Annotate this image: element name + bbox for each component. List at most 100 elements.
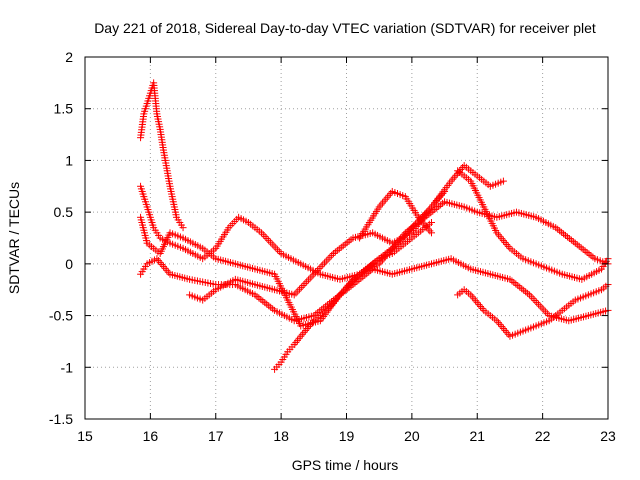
- data-point-interp: [494, 319, 502, 327]
- data-point-interp: [472, 297, 480, 305]
- data-point-interp: [380, 197, 388, 205]
- x-tick-label: 17: [208, 428, 224, 444]
- data-point-interp: [470, 295, 478, 303]
- x-tick-label: 19: [339, 428, 355, 444]
- y-tick-label: -0.5: [49, 308, 73, 324]
- tick-labels: 15 16 17 18 19 20 21 22 23 2 1.5 1 0.5 0 -0.5 -1 -1.5: [49, 49, 616, 444]
- data-point-interp: [155, 257, 163, 265]
- data-point-interp: [378, 199, 386, 207]
- y-tick-label: 1.5: [54, 101, 74, 117]
- x-tick-label: 21: [469, 428, 485, 444]
- data-point-interp: [377, 201, 385, 209]
- data-point-interp: [304, 276, 312, 284]
- data-point-interp: [503, 240, 511, 248]
- data-point-interp: [504, 242, 512, 250]
- x-tick-label: 22: [535, 428, 551, 444]
- y-tick-label: 2: [65, 49, 73, 65]
- data-point-interp: [299, 281, 307, 289]
- data-point-interp: [297, 283, 305, 291]
- data-point-interp: [275, 248, 283, 256]
- data-point-interp: [263, 234, 271, 242]
- series-sat-a: [137, 79, 187, 232]
- data-point-interp: [317, 263, 325, 271]
- data-point-interp: [259, 231, 267, 239]
- y-tick-label: 1: [65, 152, 73, 168]
- x-tick-label: 16: [143, 428, 159, 444]
- data-point: [499, 177, 507, 185]
- data-point-interp: [536, 302, 544, 310]
- data-point-interp: [437, 191, 445, 199]
- data-point-interp: [538, 304, 546, 312]
- data-point-interp: [303, 278, 311, 286]
- data-point-interp: [531, 297, 539, 305]
- data-point-interp: [270, 242, 278, 250]
- series-sat-e: [186, 187, 449, 304]
- axis-ticks: [84, 56, 609, 420]
- data-point-interp: [504, 330, 512, 338]
- x-tick-label: 23: [600, 428, 616, 444]
- data-point-interp: [158, 261, 166, 269]
- data-point-interp: [315, 265, 323, 273]
- series-sat-h: [454, 281, 612, 340]
- data-point-interp: [321, 259, 329, 267]
- data-point-interp: [301, 280, 309, 288]
- data-point-interp: [265, 236, 273, 244]
- data-point-interp: [383, 193, 391, 201]
- chart-title: Day 221 of 2018, Sidereal Day-to-day VTE…: [94, 20, 596, 36]
- data-point-interp: [496, 233, 504, 241]
- data-point-interp: [477, 303, 485, 311]
- data-point-interp: [319, 261, 327, 269]
- data-point: [179, 224, 187, 232]
- data-point-interp: [274, 246, 282, 254]
- data-point-interp: [499, 325, 507, 332]
- data-point-interp: [501, 326, 509, 334]
- data-point-interp: [308, 319, 316, 327]
- data-point-interp: [499, 237, 507, 245]
- data-point-interp: [306, 274, 314, 282]
- data-point: [427, 218, 435, 226]
- data-point-interp: [450, 173, 458, 181]
- data-point-interp: [498, 323, 506, 331]
- series-sat-c: [137, 162, 507, 330]
- data-point-interp: [436, 193, 444, 201]
- data-point-interp: [533, 298, 541, 306]
- data-point-interp: [529, 295, 537, 303]
- data-point-interp: [294, 287, 302, 295]
- data-point-interp: [382, 195, 390, 203]
- data-point-interp: [540, 306, 548, 314]
- data-point-interp: [298, 330, 306, 338]
- data-point-interp: [303, 325, 311, 332]
- x-axis-label: GPS time / hours: [292, 457, 399, 473]
- data-point-interp: [542, 308, 550, 316]
- data-point-interp: [296, 285, 304, 293]
- data-point-interp: [300, 328, 308, 336]
- y-tick-label: 0: [65, 256, 73, 272]
- data-point: [427, 229, 435, 237]
- data-point-interp: [326, 253, 334, 261]
- x-tick-label: 18: [273, 428, 289, 444]
- x-tick-label: 20: [404, 428, 420, 444]
- data-point-interp: [163, 266, 171, 274]
- data-point-interp: [261, 233, 269, 241]
- data-point-interp: [268, 240, 276, 248]
- data-point-interp: [527, 293, 535, 301]
- data-point-interp: [534, 300, 542, 308]
- data-point-interp: [322, 257, 330, 265]
- data-points: [137, 79, 612, 373]
- y-tick-label: 0.5: [54, 204, 74, 220]
- data-point-interp: [387, 189, 395, 197]
- data-point-interp: [272, 244, 280, 252]
- y-tick-label: -1: [61, 359, 74, 375]
- data-point-interp: [266, 238, 274, 246]
- data-point-interp: [308, 272, 316, 280]
- data-point-interp: [324, 255, 332, 263]
- data-point-interp: [478, 304, 486, 312]
- y-tick-label: -1.5: [49, 411, 73, 427]
- data-point-interp: [424, 225, 432, 233]
- data-point: [441, 187, 449, 195]
- data-point-interp: [501, 239, 509, 247]
- data-point-interp: [475, 301, 483, 309]
- data-point-interp: [498, 235, 506, 243]
